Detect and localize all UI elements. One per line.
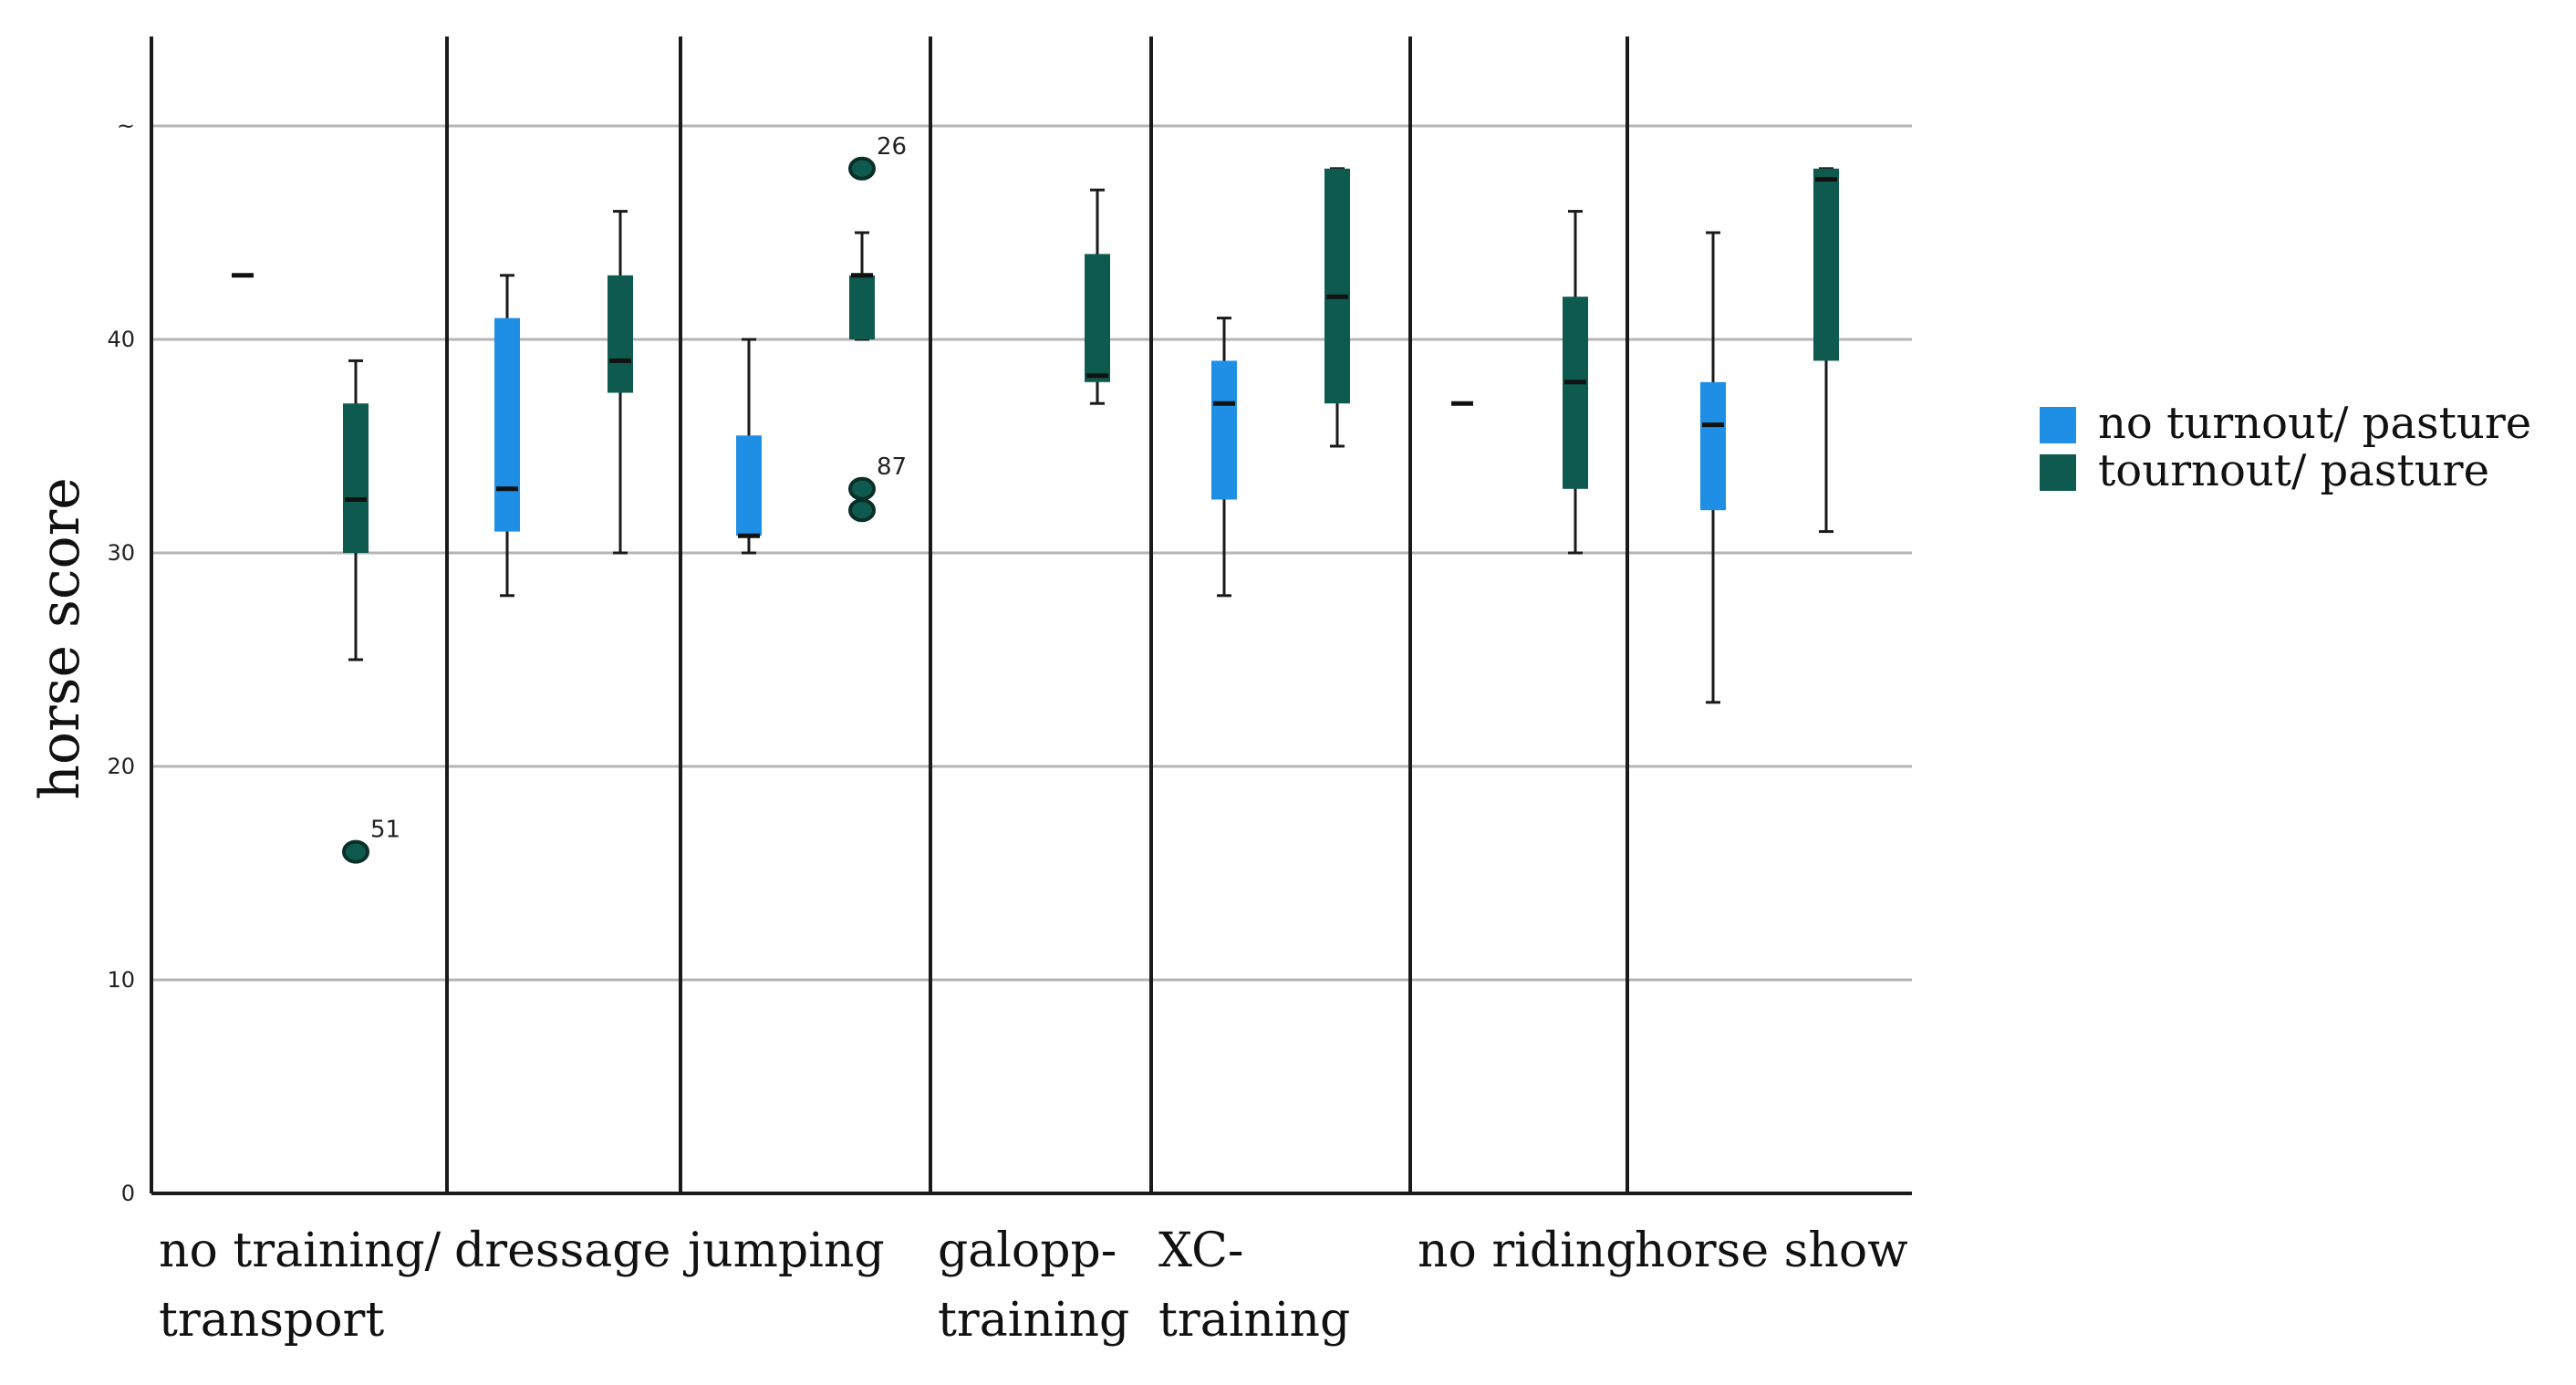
box: [1563, 297, 1588, 489]
box-plot-item: [736, 338, 762, 555]
box: [736, 435, 762, 536]
outlier-label: 26: [877, 133, 907, 161]
box: [1813, 168, 1839, 361]
box: [343, 403, 369, 553]
y-axis-label: horse score: [28, 477, 92, 800]
labels: 0 10 20 30 40 ~ horse score no training/transpo…: [28, 113, 1908, 1348]
category-label: jumping: [683, 1224, 885, 1278]
category-label: XC-: [1158, 1224, 1243, 1278]
legend-swatch: [2040, 454, 2076, 491]
category-dividers: [150, 36, 1629, 1193]
outlier-point: [848, 156, 876, 181]
box-plot-item: [1324, 167, 1350, 448]
y-tick-label: 10: [107, 967, 135, 993]
box: [849, 275, 875, 339]
outlier-label: 87: [877, 453, 907, 481]
box-plot-item: [494, 274, 520, 598]
box-plot-item: [1211, 317, 1237, 598]
y-tick-label-top: ~: [117, 113, 135, 139]
category-label: no riding: [1418, 1224, 1636, 1278]
category-label: dressage: [454, 1224, 670, 1278]
outlier-point: [848, 498, 876, 523]
category-label: no training/: [159, 1224, 441, 1278]
box-plot-item: [1085, 188, 1110, 405]
category-label: horse show: [1635, 1224, 1908, 1278]
box-plot-item: [1813, 167, 1839, 534]
box-plot-item: [608, 210, 633, 555]
outliers: [342, 156, 876, 864]
box: [1211, 360, 1237, 500]
y-tick-label: 40: [107, 327, 135, 352]
legend-swatch: [2040, 407, 2076, 443]
box: [1700, 381, 1726, 511]
box-plot-item: [343, 359, 369, 661]
boxes: [232, 167, 1839, 704]
y-tick-label: 20: [107, 754, 135, 779]
box-plot-item: [1563, 210, 1588, 555]
legend-label: no turnout/ pasture: [2098, 398, 2531, 449]
category-label: training: [1158, 1293, 1350, 1348]
box: [1324, 168, 1350, 404]
category-label: transport: [159, 1293, 384, 1348]
legend-label: tournout/ pasture: [2098, 445, 2489, 496]
category-label: training: [938, 1293, 1129, 1348]
box: [608, 275, 633, 393]
box: [1085, 254, 1110, 382]
box-plot-item: [1700, 231, 1726, 704]
outlier-label: 51: [370, 817, 400, 844]
category-label: galopp-: [938, 1224, 1117, 1278]
box: [494, 318, 520, 532]
outlier-point: [342, 839, 369, 864]
box-plot-item: [849, 231, 875, 341]
y-tick-label: 30: [107, 540, 135, 566]
gridlines: [151, 124, 1912, 982]
outlier-point: [848, 476, 876, 501]
y-tick-label: 0: [121, 1181, 135, 1206]
